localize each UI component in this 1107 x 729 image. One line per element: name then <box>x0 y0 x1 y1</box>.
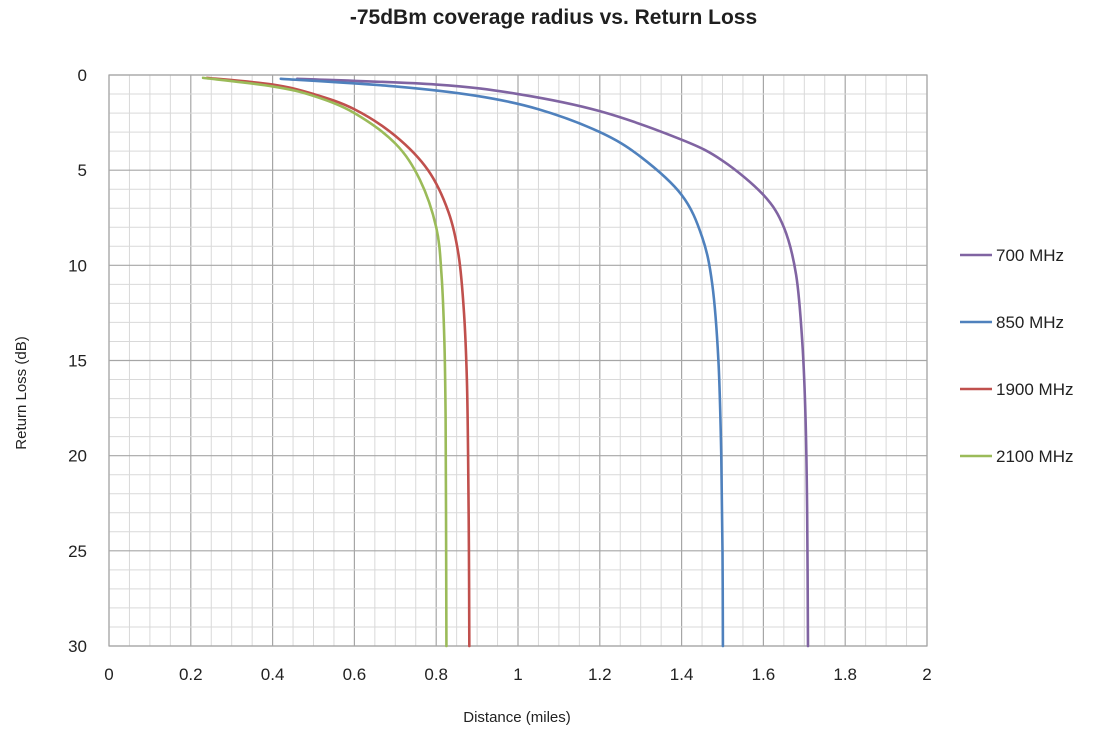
y-tick-label: 25 <box>68 542 87 561</box>
x-tick-label: 0.6 <box>343 665 367 684</box>
y-axis-title: Return Loss (dB) <box>13 336 30 449</box>
x-tick-label: 2 <box>922 665 931 684</box>
y-tick-label: 15 <box>68 352 87 371</box>
y-tick-label: 10 <box>68 256 87 275</box>
x-tick-label: 0.4 <box>261 665 285 684</box>
y-tick-label: 5 <box>78 161 87 180</box>
legend-label-850-mhz: 850 MHz <box>996 313 1064 332</box>
plot-area-border <box>108 74 928 647</box>
x-tick-label: 1.2 <box>588 665 612 684</box>
series-line-700-mhz <box>295 77 810 648</box>
chart-series <box>201 76 810 648</box>
y-tick-label: 30 <box>68 637 87 656</box>
x-axis-title: Distance (miles) <box>463 709 571 726</box>
series-line-1900-mhz <box>205 76 471 648</box>
x-tick-label: 0 <box>104 665 113 684</box>
legend-label-700-mhz: 700 MHz <box>996 246 1064 265</box>
x-tick-label: 1.8 <box>833 665 857 684</box>
x-tick-label: 0.2 <box>179 665 203 684</box>
x-tick-label: 0.8 <box>424 665 448 684</box>
series-line-2100-mhz <box>201 76 448 648</box>
chart-title: -75dBm coverage radius vs. Return Loss <box>349 6 758 29</box>
chart-legend: 700 MHz 850 MHz 1900 MHz 2100 MHz <box>960 246 1073 466</box>
y-tick-label: 0 <box>78 66 87 85</box>
legend-label-1900-mhz: 1900 MHz <box>996 380 1073 399</box>
series-line-850-mhz <box>279 77 725 648</box>
x-tick-label: 1.6 <box>752 665 776 684</box>
y-tick-label: 20 <box>68 447 87 466</box>
x-tick-label: 1 <box>513 665 522 684</box>
chart-grid <box>108 74 928 647</box>
legend-label-2100-mhz: 2100 MHz <box>996 447 1073 466</box>
x-tick-label: 1.4 <box>670 665 694 684</box>
